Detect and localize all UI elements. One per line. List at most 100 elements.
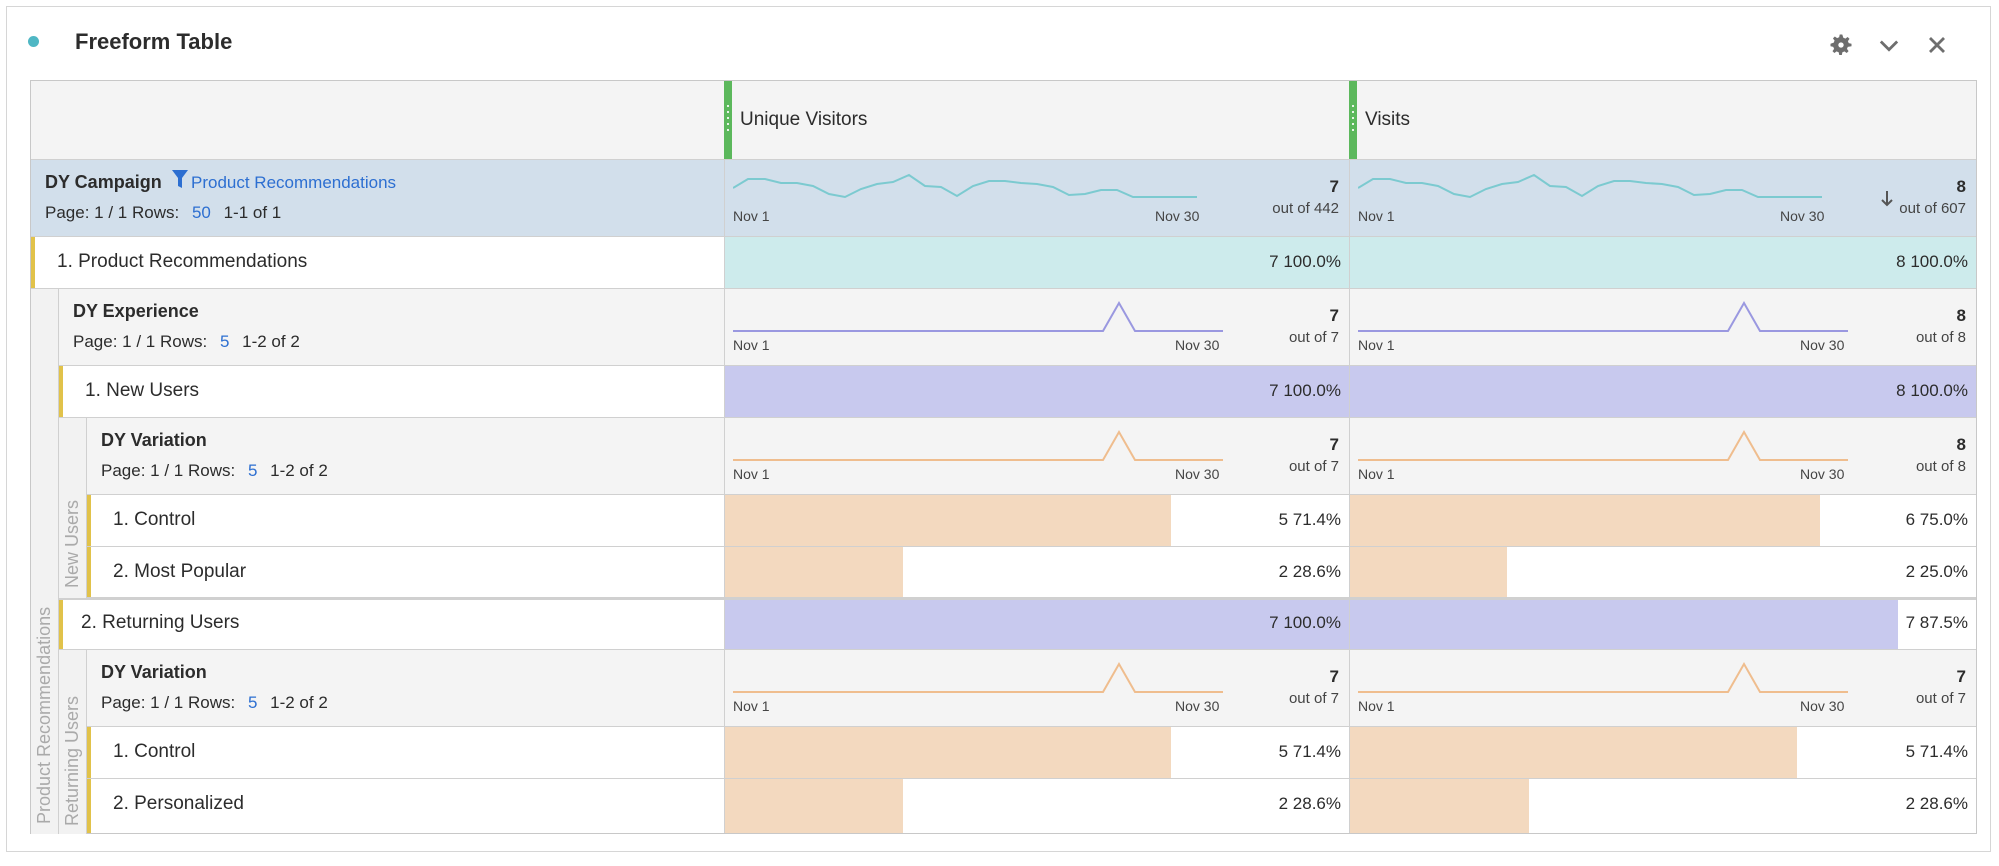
row-label: 2. Most Popular xyxy=(113,561,247,582)
spark-end: Nov 30 xyxy=(1800,698,1845,714)
column-header-visits[interactable]: Visits xyxy=(1349,81,1976,159)
metric-value: 7 100.0% xyxy=(1269,613,1341,632)
table-row[interactable]: 2. Most Popular 2 28.6% 2 25.0% xyxy=(87,547,1976,598)
rows-label: Rows: xyxy=(159,332,208,351)
page-indicator: Page: 1 / 1 xyxy=(45,203,128,222)
total-out-of: out of 7 xyxy=(1915,690,1966,707)
row-label: 2. Personalized xyxy=(113,793,244,814)
total-value: 7 xyxy=(1956,667,1966,686)
spark-start: Nov 1 xyxy=(733,337,770,353)
campaign-dimension-row: DY Campaign Product Recommendations Page… xyxy=(31,160,1976,237)
spark-end: Nov 30 xyxy=(1175,698,1220,714)
table-row[interactable]: 1. Control 5 71.4% 6 75.0% xyxy=(87,495,1976,547)
sparkline-uv xyxy=(733,661,1223,693)
metric-value: 5 71.4% xyxy=(1278,510,1341,529)
sparkline-uv xyxy=(733,429,1223,461)
chevron-down-icon[interactable] xyxy=(1875,31,1903,59)
page-indicator: Page: 1 / 1 xyxy=(101,461,184,480)
dimension-title: DY Campaign xyxy=(45,172,162,192)
metric-value: 7 100.0% xyxy=(1269,381,1341,400)
freeform-panel: Freeform Table Unique Visitors xyxy=(6,6,1991,852)
row-label: 1. Product Recommendations xyxy=(57,251,308,272)
sparkline-visits xyxy=(1358,429,1848,461)
experience-dimension-row: DY Experience Page: 1 / 1 Rows: 5 1-2 of… xyxy=(59,289,1976,366)
sparkline-visits xyxy=(1358,173,1822,199)
row-range: 1-2 of 2 xyxy=(270,461,328,480)
spark-start: Nov 1 xyxy=(1358,466,1395,482)
total-out-of: out of 7 xyxy=(1288,690,1339,707)
rows-selector[interactable]: 5 xyxy=(247,693,258,712)
nested-breakdown-bar-returning: Returning Users xyxy=(59,650,87,834)
panel-status-dot xyxy=(28,36,39,47)
dimension-header-cell xyxy=(31,81,724,159)
table-row[interactable]: 1. Control 5 71.4% 5 71.4% xyxy=(87,727,1976,779)
metric-bar xyxy=(1350,366,1976,417)
column-drag-handle[interactable] xyxy=(724,81,732,159)
dimension-title: DY Experience xyxy=(73,301,199,321)
total-out-of: out of 7 xyxy=(1288,329,1339,346)
gear-icon[interactable] xyxy=(1827,31,1855,59)
rows-selector[interactable]: 50 xyxy=(191,203,211,222)
row-indicator xyxy=(31,237,35,288)
page-indicator: Page: 1 / 1 xyxy=(73,332,156,351)
table-row[interactable]: 2. Personalized 2 28.6% 2 28.6% xyxy=(87,779,1976,833)
metric-bar xyxy=(725,237,1349,288)
row-indicator xyxy=(87,547,91,597)
rows-selector[interactable]: 5 xyxy=(247,461,258,480)
spark-end: Nov 30 xyxy=(1175,337,1220,353)
total-value: 7 xyxy=(1329,177,1339,196)
row-range: 1-1 of 1 xyxy=(223,203,282,222)
metric-bar xyxy=(725,600,1349,649)
column-header-unique-visitors[interactable]: Unique Visitors xyxy=(724,81,1349,159)
total-value: 8 xyxy=(1956,177,1966,196)
freeform-table: Unique Visitors Visits DY Campaign Produ… xyxy=(30,80,1977,834)
total-out-of: out of 607 xyxy=(1899,200,1966,217)
spark-start: Nov 1 xyxy=(1358,337,1395,353)
metric-value: 7 87.5% xyxy=(1905,613,1968,632)
metric-value: 2 25.0% xyxy=(1905,562,1968,581)
spark-start: Nov 1 xyxy=(1358,208,1395,224)
filter-link[interactable]: Product Recommendations xyxy=(191,173,397,192)
vertical-label-returning: Returning Users xyxy=(62,695,82,826)
metric-bar xyxy=(725,547,903,597)
sort-descending-icon[interactable] xyxy=(1880,190,1894,213)
column-label: Unique Visitors xyxy=(740,109,868,130)
total-value: 7 xyxy=(1329,667,1339,686)
row-indicator xyxy=(59,600,63,649)
spark-end: Nov 30 xyxy=(1155,208,1200,224)
column-drag-handle[interactable] xyxy=(1349,81,1357,159)
row-label: 2. Returning Users xyxy=(81,612,240,633)
row-range: 1-2 of 2 xyxy=(242,332,300,351)
metric-value: 5 71.4% xyxy=(1905,742,1968,761)
table-row[interactable]: 1. New Users 7 100.0% 8 100.0% xyxy=(59,366,1976,418)
sparkline-visits xyxy=(1358,661,1848,693)
metric-value: 6 75.0% xyxy=(1905,510,1968,529)
row-label: 1. Control xyxy=(113,509,196,530)
row-indicator xyxy=(87,779,91,833)
close-icon[interactable] xyxy=(1923,31,1951,59)
total-out-of: out of 8 xyxy=(1915,458,1966,475)
table-row[interactable]: 2. Returning Users 7 100.0% 7 87.5% xyxy=(59,598,1976,650)
page-indicator: Page: 1 / 1 xyxy=(101,693,184,712)
table-row[interactable]: 1. Product Recommendations 7 100.0% 8 10… xyxy=(31,237,1976,289)
filter-icon[interactable] xyxy=(172,170,188,195)
row-label: 1. New Users xyxy=(85,380,200,401)
rows-label: Rows: xyxy=(187,693,236,712)
sparkline-uv xyxy=(733,300,1223,332)
total-value: 7 xyxy=(1329,306,1339,325)
row-indicator xyxy=(87,727,91,778)
total-value: 8 xyxy=(1956,306,1966,325)
total-out-of: out of 7 xyxy=(1288,458,1339,475)
row-label: 1. Control xyxy=(113,741,196,762)
spark-start: Nov 1 xyxy=(733,466,770,482)
total-value: 7 xyxy=(1329,435,1339,454)
rows-selector[interactable]: 5 xyxy=(219,332,230,351)
spark-start: Nov 1 xyxy=(733,208,770,224)
metric-bar xyxy=(1350,727,1797,778)
dimension-title: DY Variation xyxy=(101,430,207,450)
row-range: 1-2 of 2 xyxy=(270,693,328,712)
row-indicator xyxy=(59,366,63,417)
metric-value: 2 28.6% xyxy=(1278,562,1341,581)
panel-title: Freeform Table xyxy=(75,29,233,54)
metric-bar xyxy=(1350,779,1529,833)
